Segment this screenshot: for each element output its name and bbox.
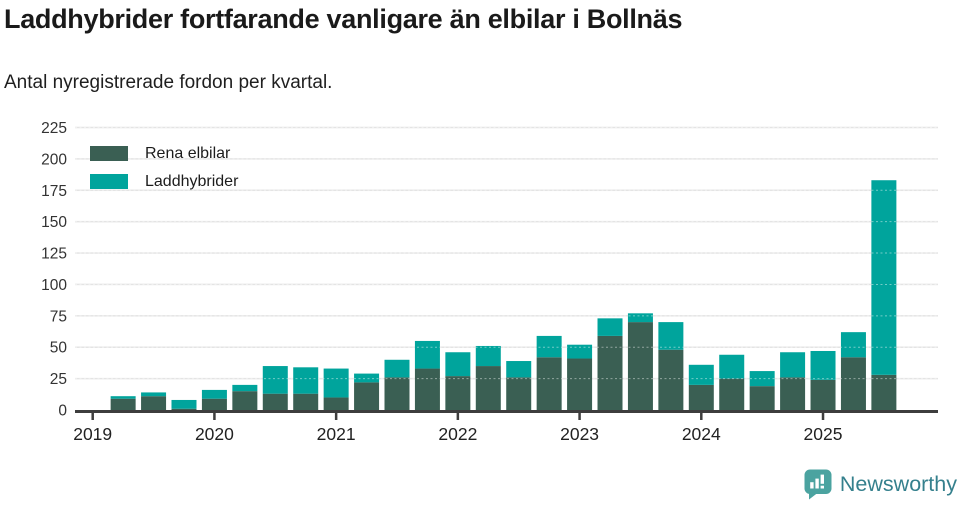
bar-segment-laddhybrider-2025-q3 xyxy=(871,180,897,375)
bar-segment-laddhybrider-2025-q2 xyxy=(840,332,866,358)
x-axis-tick xyxy=(91,413,94,420)
bar-segment-rena-elbilar-2020-q2 xyxy=(232,391,258,410)
gridline xyxy=(75,346,938,348)
bar-chart: 0 25 50 75 100 125 150 175 200 225 2019 2020 2021 202… xyxy=(41,120,938,444)
bar-segment-laddhybrider-2022-q2 xyxy=(475,345,501,367)
bar-segment-rena-elbilar-2024-q1 xyxy=(688,384,714,410)
chart-subtitle: Antal nyregistrerade fordon per kvartal. xyxy=(4,72,333,93)
x-axis-tick xyxy=(578,413,581,420)
legend-item-laddhybrider: Laddhybrider xyxy=(90,171,238,192)
gridline xyxy=(75,220,938,223)
bar-segment-rena-elbilar-2021-q1 xyxy=(323,397,349,410)
y-tick-label: 100 xyxy=(41,277,67,294)
x-tick-label: 2021 xyxy=(317,424,356,444)
bar-segment-laddhybrider-2024-q2 xyxy=(719,354,745,379)
bar-segment-rena-elbilar-2025-q3 xyxy=(871,374,897,410)
bar-segment-laddhybrider-2021-q1 xyxy=(323,368,349,398)
bar-segment-rena-elbilar-2021-q4 xyxy=(414,368,440,410)
bar-segment-rena-elbilar-2025-q2 xyxy=(840,357,866,410)
bar-segment-laddhybrider-2024-q3 xyxy=(749,371,775,387)
bar-segment-rena-elbilar-2019-q2 xyxy=(110,398,136,410)
bar-segment-rena-elbilar-2023-q4 xyxy=(658,349,684,410)
bar-segment-laddhybrider-2024-q4 xyxy=(780,352,806,378)
x-tick-label: 2022 xyxy=(438,424,477,444)
x-tick-label: 2024 xyxy=(682,424,721,444)
x-axis-tick xyxy=(334,413,338,420)
speech-bubble-bar-chart-icon xyxy=(804,469,832,500)
x-axis-tick xyxy=(213,413,216,420)
bar-segment-laddhybrider-2023-q4 xyxy=(658,322,684,350)
x-tick-label: 2019 xyxy=(73,424,112,444)
bar-segment-laddhybrider-2021-q3 xyxy=(384,359,410,378)
bar-segment-laddhybrider-2019-q4 xyxy=(171,399,197,409)
bar-segment-laddhybrider-2019-q3 xyxy=(141,392,167,397)
y-tick-label: 200 xyxy=(41,151,67,168)
page-title: Laddhybrider fortfarande vanligare än el… xyxy=(4,4,683,34)
bar-segment-rena-elbilar-2020-q3 xyxy=(262,393,288,410)
brand-name: Newsworthy xyxy=(839,472,957,496)
y-tick-label: 25 xyxy=(50,371,67,388)
bar-segment-rena-elbilar-2022-q1 xyxy=(445,376,471,410)
bar-segment-rena-elbilar-2020-q1 xyxy=(201,398,227,410)
bar-segment-rena-elbilar-2022-q3 xyxy=(506,377,532,410)
y-tick-label: 225 xyxy=(41,120,67,137)
gridline xyxy=(75,283,938,286)
bar-segment-laddhybrider-2022-q1 xyxy=(445,352,471,377)
bar-segment-laddhybrider-2021-q2 xyxy=(354,373,380,383)
legend-swatch-rena-elbilar xyxy=(90,146,128,161)
bar-segment-rena-elbilar-2024-q4 xyxy=(780,377,806,410)
x-axis-tick xyxy=(821,413,825,420)
y-tick-label: 125 xyxy=(41,246,67,263)
legend-swatch-laddhybrider xyxy=(90,174,128,189)
y-tick-label: 0 xyxy=(58,403,67,420)
bar-segment-laddhybrider-2024-q1 xyxy=(688,364,714,385)
bar-segment-laddhybrider-2023-q2 xyxy=(597,318,623,336)
gridline xyxy=(75,252,938,254)
bar-segment-laddhybrider-2023-q3 xyxy=(627,313,653,323)
bar-segment-rena-elbilar-2021-q2 xyxy=(354,382,380,410)
bar-segment-laddhybrider-2023-q1 xyxy=(567,344,593,359)
bar-segment-rena-elbilar-2022-q2 xyxy=(475,366,501,410)
newsworthy-logo: Newsworthy xyxy=(804,469,957,500)
bar-segment-rena-elbilar-2024-q3 xyxy=(749,386,775,410)
legend-item-rena-elbilar: Rena elbilar xyxy=(90,143,238,164)
bar-segment-laddhybrider-2020-q1 xyxy=(201,389,227,399)
bar-segment-laddhybrider-2021-q4 xyxy=(414,340,440,369)
x-tick-label: 2023 xyxy=(560,424,599,444)
bar-segment-rena-elbilar-2020-q4 xyxy=(293,393,319,410)
bar-segment-laddhybrider-2020-q2 xyxy=(232,384,258,392)
bar-segment-rena-elbilar-2019-q3 xyxy=(141,396,167,410)
x-axis-line xyxy=(75,410,938,413)
y-tick-label: 75 xyxy=(50,308,67,325)
bar-segment-laddhybrider-2022-q4 xyxy=(536,335,562,358)
x-tick-label: 2020 xyxy=(195,424,234,444)
bar-segment-rena-elbilar-2022-q4 xyxy=(536,357,562,410)
bar-segment-laddhybrider-2025-q1 xyxy=(810,350,836,380)
legend-label: Laddhybrider xyxy=(145,172,239,190)
bar-segment-laddhybrider-2019-q2 xyxy=(110,396,136,399)
gridline xyxy=(75,158,938,160)
bar-segment-rena-elbilar-2021-q3 xyxy=(384,377,410,410)
y-tick-label: 150 xyxy=(41,214,67,231)
bar-segment-rena-elbilar-2024-q2 xyxy=(719,378,745,410)
x-axis-tick xyxy=(700,413,703,420)
bar-segment-rena-elbilar-2019-q4 xyxy=(171,408,197,410)
y-tick-label: 50 xyxy=(50,340,68,357)
legend-label: Rena elbilar xyxy=(145,144,231,162)
x-tick-label: 2025 xyxy=(804,424,843,444)
bar-segment-laddhybrider-2022-q3 xyxy=(506,361,532,378)
gridline xyxy=(75,189,938,192)
bar-segment-rena-elbilar-2025-q1 xyxy=(810,379,836,410)
gridline xyxy=(75,126,938,129)
bar-segment-rena-elbilar-2023-q3 xyxy=(627,322,653,410)
y-tick-label: 175 xyxy=(41,183,67,200)
gridline xyxy=(75,315,938,317)
bar-segment-laddhybrider-2020-q4 xyxy=(293,367,319,394)
bar-segment-rena-elbilar-2023-q2 xyxy=(597,335,623,410)
bar-segment-laddhybrider-2020-q3 xyxy=(262,366,288,394)
bar-segment-rena-elbilar-2023-q1 xyxy=(567,358,593,410)
x-axis-tick xyxy=(456,413,460,420)
chart-legend: Rena elbilar Laddhybrider xyxy=(90,143,238,199)
